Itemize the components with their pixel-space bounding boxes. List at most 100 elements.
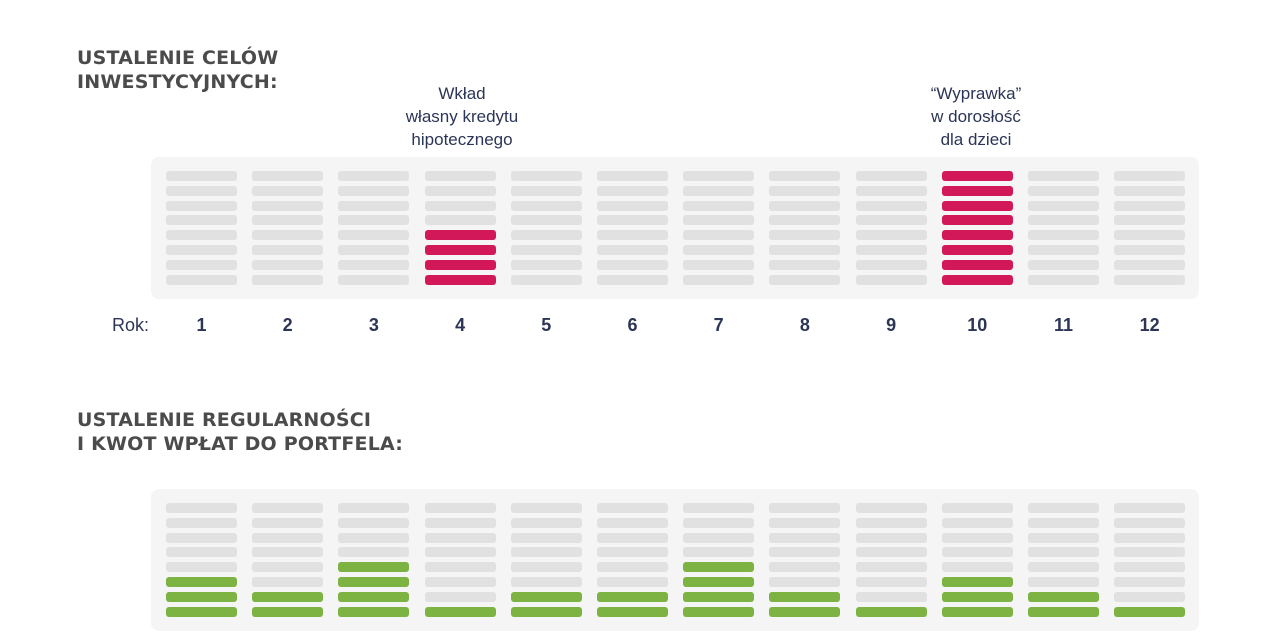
goal-bar-empty xyxy=(166,274,237,285)
contribution-bar-empty xyxy=(252,577,324,587)
goal-bar-empty xyxy=(166,230,237,241)
contribution-bar-empty xyxy=(424,591,496,602)
contribution-bar-empty xyxy=(1028,562,1099,573)
contribution-bar-empty xyxy=(1114,547,1186,558)
goal-bar-empty xyxy=(252,245,324,255)
year-label: 7 xyxy=(713,315,724,335)
contribution-bar-empty xyxy=(424,532,496,543)
goal-bar-empty xyxy=(683,274,755,285)
goal-bar-empty xyxy=(683,200,755,211)
goal-label-line: hipotecznego xyxy=(411,130,513,149)
goal-bar-empty xyxy=(597,259,668,270)
contribution-bar-filled xyxy=(338,591,410,602)
goal-bar-empty xyxy=(597,185,668,196)
goal-bar-empty xyxy=(855,259,927,270)
contribution-bar-empty xyxy=(769,503,841,513)
goal-bar-filled xyxy=(941,230,1013,241)
goal-year-10 xyxy=(941,157,1013,299)
goals-title-line-1: USTALENIE CELÓW xyxy=(77,47,279,69)
goal-bar-empty xyxy=(769,200,841,211)
contribution-bar-filled xyxy=(338,577,410,587)
year-label: 11 xyxy=(1053,315,1074,335)
contribution-bar-filled xyxy=(683,591,755,602)
goal-year-11 xyxy=(1028,157,1099,299)
contribution-bar-empty xyxy=(338,503,410,513)
contribution-bar-empty xyxy=(855,562,927,573)
contribution-bar-empty xyxy=(510,503,582,513)
goal-label-line: własny kredytu xyxy=(405,107,519,126)
contribution-bar-filled xyxy=(1028,606,1099,617)
contribution-bar-empty xyxy=(597,562,668,573)
contribution-year-6 xyxy=(597,489,668,631)
contribution-bar-empty xyxy=(597,532,668,543)
contribution-bar-filled xyxy=(166,591,237,602)
contribution-bar-empty xyxy=(1028,517,1099,528)
goal-bar-empty xyxy=(252,274,324,285)
goal-bar-empty xyxy=(1114,215,1186,226)
goal-bar-empty xyxy=(510,200,582,211)
goal-bar-empty xyxy=(1028,200,1099,211)
goal-bar-filled xyxy=(424,274,496,285)
contribution-year-2 xyxy=(252,489,324,631)
contribution-bar-filled xyxy=(683,562,755,573)
contribution-bar-empty xyxy=(510,577,582,587)
goal-bar-empty xyxy=(338,259,410,270)
contribution-bar-empty xyxy=(338,517,410,528)
goal-bar-empty xyxy=(855,171,927,181)
contribution-bar-filled xyxy=(1028,591,1099,602)
goal-bar-empty xyxy=(1114,230,1186,241)
goal-bar-empty xyxy=(424,215,496,226)
goal-bar-empty xyxy=(683,230,755,241)
goal-label-line: “Wyprawka” xyxy=(930,84,1022,103)
goal-bar-empty xyxy=(338,215,410,226)
year-label: 4 xyxy=(455,315,466,335)
contribution-bar-empty xyxy=(166,547,237,558)
goal-bar-empty xyxy=(166,185,237,196)
goal-bar-empty xyxy=(424,185,496,196)
goal-bar-empty xyxy=(597,171,668,181)
contribution-bar-filled xyxy=(338,606,410,617)
contribution-bar-empty xyxy=(855,532,927,543)
goal-bar-empty xyxy=(510,185,582,196)
goal-bar-empty xyxy=(855,200,927,211)
goal-bar-empty xyxy=(166,259,237,270)
contribution-bar-empty xyxy=(941,503,1013,513)
goal-bar-empty xyxy=(424,200,496,211)
contribution-bar-empty xyxy=(252,532,324,543)
goal-bar-empty xyxy=(1114,274,1186,285)
contribution-bar-empty xyxy=(166,503,237,513)
contribution-bar-empty xyxy=(1114,577,1186,587)
contribution-year-10 xyxy=(941,489,1013,631)
goal-bar-empty xyxy=(1028,185,1099,196)
contribution-bar-empty xyxy=(597,503,668,513)
goal-bar-filled xyxy=(941,171,1013,181)
contribution-bar-filled xyxy=(1114,606,1186,617)
contribution-bar-empty xyxy=(855,547,927,558)
goal-bar-filled xyxy=(941,259,1013,270)
goal-bar-empty xyxy=(597,245,668,255)
contribution-bar-empty xyxy=(166,532,237,543)
goal-year-12 xyxy=(1114,157,1186,299)
contribution-bar-empty xyxy=(855,517,927,528)
contribution-bar-empty xyxy=(597,547,668,558)
contribution-bar-empty xyxy=(769,547,841,558)
goal-bar-empty xyxy=(338,171,410,181)
year-axis: Rok: 1 2 3 4 5 6 7 8 9 10 11 12 xyxy=(0,312,1280,338)
goal-bar-empty xyxy=(252,171,324,181)
contribution-bar-empty xyxy=(683,503,755,513)
goal-bar-filled xyxy=(424,259,496,270)
contribution-year-9 xyxy=(855,489,927,631)
goal-bar-empty xyxy=(166,200,237,211)
goal-year-8 xyxy=(769,157,841,299)
contribution-bar-empty xyxy=(769,532,841,543)
goal-bar-empty xyxy=(683,245,755,255)
contribution-bar-empty xyxy=(510,517,582,528)
goal-bar-filled xyxy=(424,245,496,255)
goal-year-3 xyxy=(338,157,410,299)
goal-bar-empty xyxy=(166,215,237,226)
goal-bar-empty xyxy=(769,215,841,226)
contribution-bar-empty xyxy=(338,547,410,558)
contribution-bar-empty xyxy=(166,562,237,573)
goal-bar-empty xyxy=(166,171,237,181)
goal-bar-empty xyxy=(252,259,324,270)
